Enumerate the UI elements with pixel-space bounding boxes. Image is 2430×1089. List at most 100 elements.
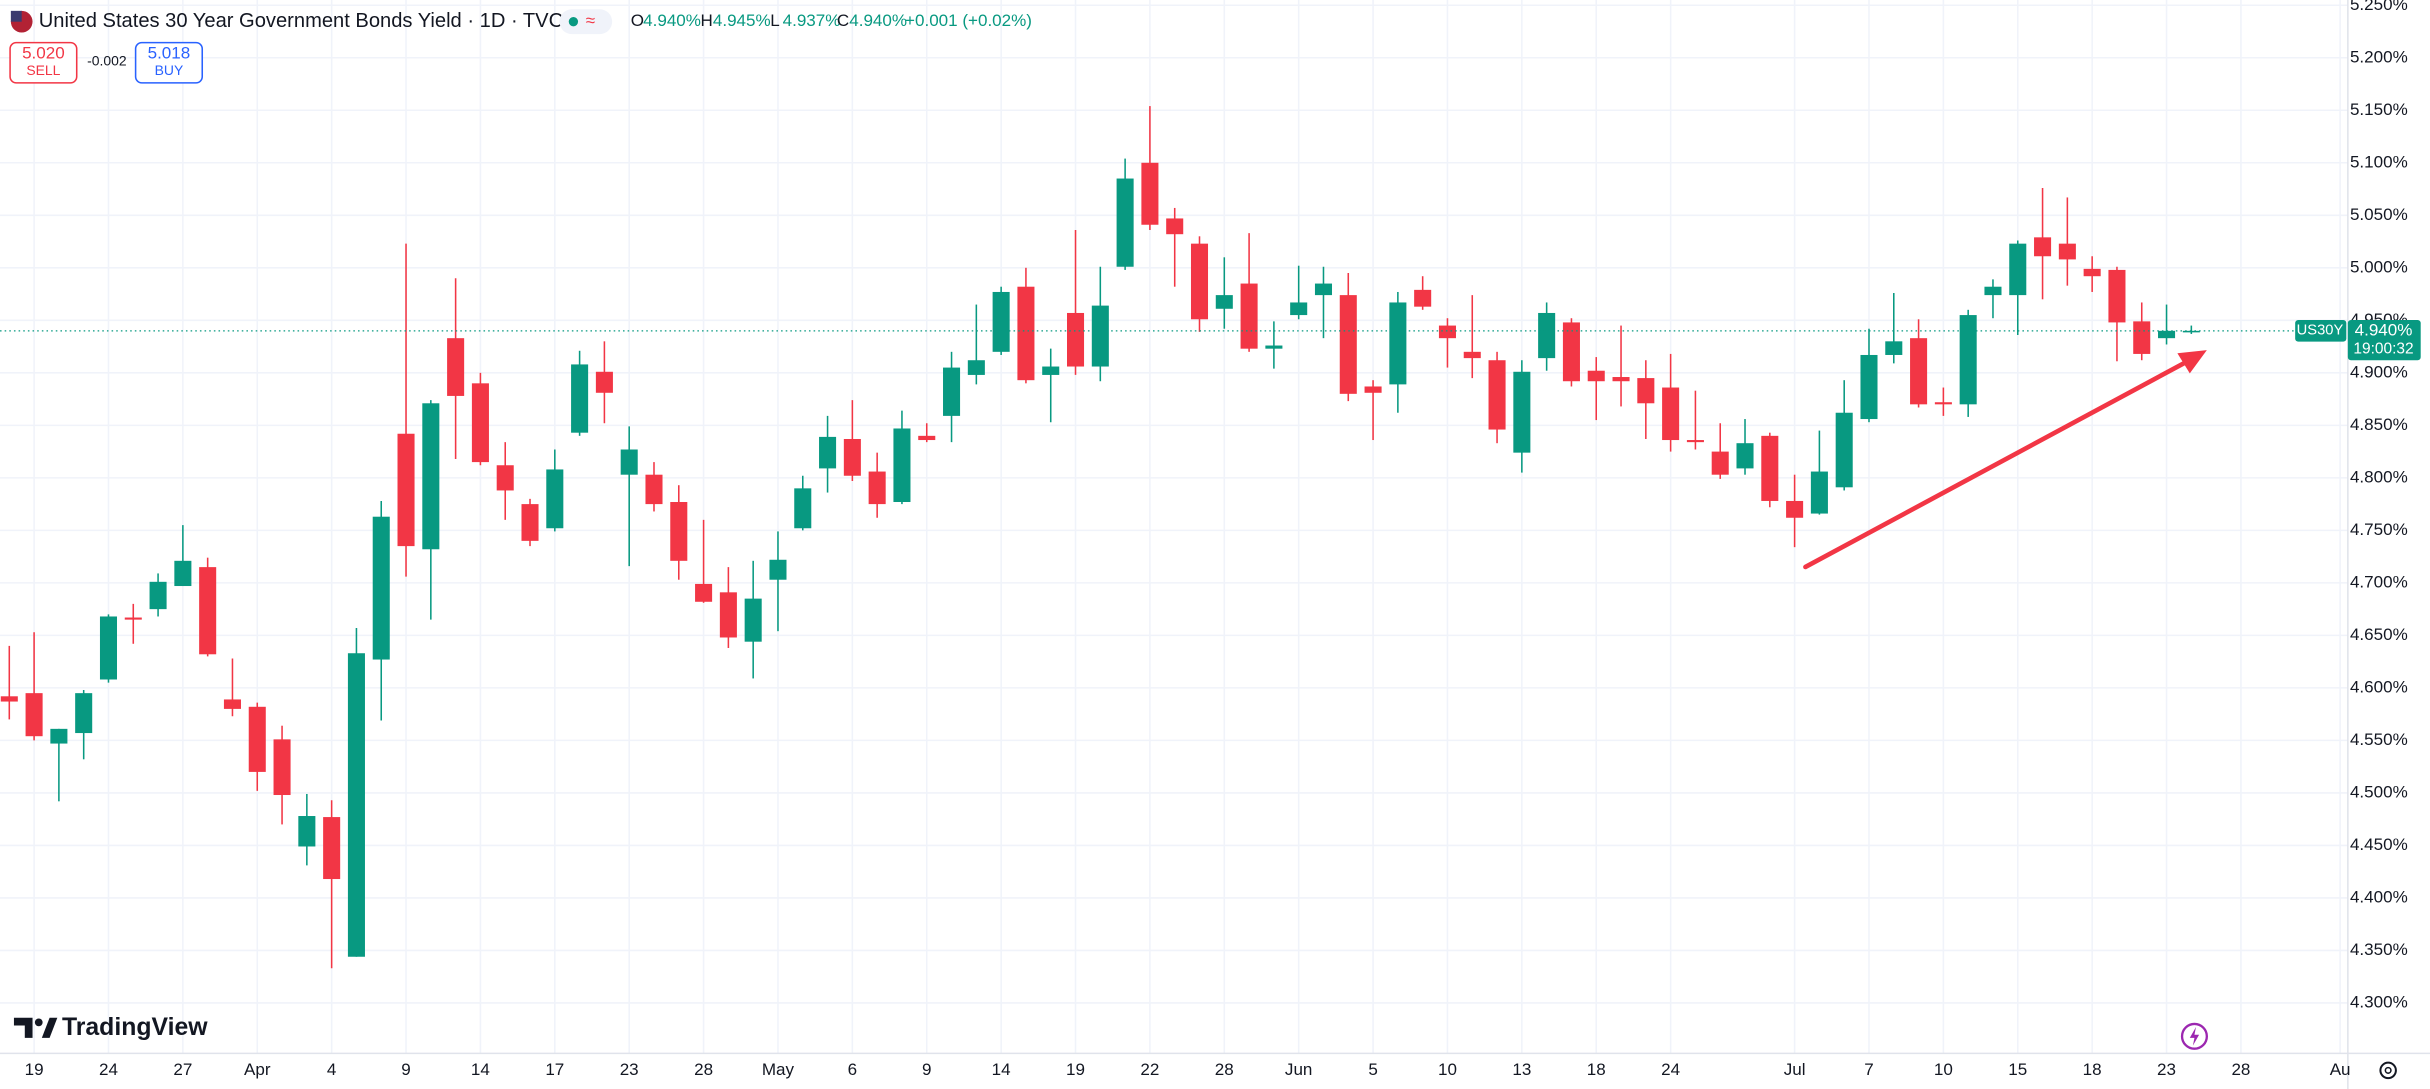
x-tick-label: 10 — [1438, 1060, 1457, 1079]
x-tick-label: Apr — [244, 1060, 271, 1079]
x-tick-label: 22 — [1140, 1060, 1159, 1079]
y-tick-label: 5.100% — [2350, 152, 2408, 171]
candle-body — [2182, 330, 2200, 333]
y-tick-label: 4.400% — [2350, 887, 2408, 906]
buy-label: BUY — [155, 62, 184, 78]
x-tick-label: 5 — [1368, 1060, 1377, 1079]
x-tick-label: 6 — [848, 1060, 857, 1079]
ohlc-value: 4.945% — [713, 11, 771, 30]
candle-body — [199, 567, 217, 655]
candle-body — [695, 583, 713, 602]
candle-body — [794, 488, 812, 529]
candle-body — [2034, 237, 2052, 257]
candle-body — [620, 449, 638, 475]
flag-canton — [10, 10, 22, 22]
candle-body — [1314, 283, 1333, 296]
candle-body — [124, 617, 142, 620]
y-tick-label: 4.650% — [2350, 625, 2408, 644]
candle-body — [1339, 295, 1357, 394]
y-tick-label: 4.800% — [2350, 467, 2408, 486]
y-tick-label: 5.150% — [2350, 100, 2408, 119]
candle-body — [1736, 443, 1754, 469]
candle-body — [372, 516, 390, 660]
candle-body — [2058, 243, 2076, 260]
brand-icon — [13, 1017, 33, 1038]
symbol-tag-label: US30Y — [2297, 323, 2344, 339]
arrow-shaft — [1803, 358, 2191, 570]
candle-body — [1042, 366, 1060, 375]
candle-body — [1488, 360, 1506, 430]
sell-button[interactable] — [9, 41, 78, 84]
candle-body — [1810, 471, 1828, 514]
candle-body — [2133, 321, 2151, 354]
y-tick-label: 4.900% — [2350, 362, 2408, 381]
x-tick-label: 23 — [620, 1060, 639, 1079]
x-tick-label: 9 — [401, 1060, 410, 1079]
candle-body — [521, 504, 539, 541]
x-tick-label: 19 — [1066, 1060, 1085, 1079]
candle-body — [1017, 286, 1035, 381]
candle-body — [223, 699, 241, 709]
x-tick-label: 17 — [545, 1060, 564, 1079]
y-tick-label: 5.200% — [2350, 47, 2408, 66]
ohlc-label: H — [700, 11, 712, 30]
candle-body — [769, 559, 787, 580]
brand: TradingView — [13, 1014, 208, 1041]
alert-icon[interactable] — [2180, 1022, 2208, 1050]
brand-icon-dot — [34, 1018, 43, 1027]
alert-bolt — [2189, 1027, 2200, 1046]
y-tick-label: 4.500% — [2350, 782, 2408, 801]
sell-price: 5.020 — [22, 44, 65, 63]
x-tick-label: 10 — [1934, 1060, 1953, 1079]
candle-body — [595, 371, 613, 393]
candle-body — [1290, 302, 1308, 316]
candle-body — [323, 817, 341, 880]
candle-body — [347, 653, 365, 957]
price-tag — [2347, 319, 2421, 361]
candle-body — [2083, 268, 2101, 277]
candle-body — [1091, 305, 1109, 367]
candle-body — [1538, 312, 1556, 359]
candle-body — [1166, 218, 1184, 235]
y-tick-label: 4.850% — [2350, 415, 2408, 434]
candle-body — [1265, 345, 1283, 349]
candle-body — [1637, 378, 1655, 404]
candle-body — [868, 471, 886, 505]
candle-body — [1711, 451, 1729, 475]
candle-body — [99, 616, 118, 680]
candle-body — [1438, 325, 1456, 339]
y-tick-label: 4.300% — [2350, 992, 2408, 1011]
candle-body — [397, 433, 415, 547]
symbol-title[interactable]: United States 30 Year Government Bonds Y… — [39, 10, 563, 32]
candle-body — [1934, 402, 1952, 405]
x-tick-label: 23 — [2157, 1060, 2176, 1079]
status-pill[interactable] — [559, 9, 613, 35]
candle-body — [1662, 387, 1680, 441]
y-tick-label: 4.750% — [2350, 520, 2408, 539]
candle-body — [2158, 330, 2176, 339]
candle-body — [273, 739, 291, 796]
candle-body — [2108, 269, 2126, 323]
candle-body — [1761, 435, 1779, 501]
y-tick-label: 4.600% — [2350, 677, 2408, 696]
candle-body — [471, 383, 489, 463]
candle-body — [1885, 341, 1903, 355]
candle-body — [918, 435, 936, 441]
x-tick-label: 18 — [2083, 1060, 2102, 1079]
x-tick-label: May — [762, 1060, 795, 1079]
candle-body — [893, 428, 911, 503]
x-tick-label: 14 — [471, 1060, 490, 1079]
candle-body — [298, 816, 316, 847]
buy-button[interactable] — [134, 41, 204, 84]
candle-body — [1240, 283, 1258, 349]
y-tick-label: 4.450% — [2350, 835, 2408, 854]
countdown: 19:00:32 — [2353, 341, 2413, 358]
candle-body — [843, 438, 861, 476]
candle-body — [1984, 286, 2002, 296]
market-status-dot — [568, 17, 579, 27]
x-tick-label: 24 — [1661, 1060, 1680, 1079]
settings-icon[interactable] — [2379, 1061, 2397, 1080]
x-tick-label: Au — [2330, 1060, 2351, 1079]
header: United States 30 Year Government Bonds Y… — [9, 9, 1032, 84]
